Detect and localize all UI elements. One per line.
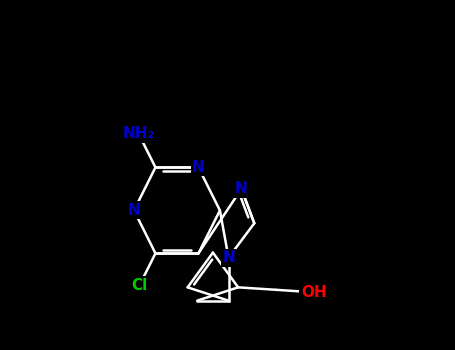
Text: NH₂: NH₂ bbox=[122, 126, 155, 141]
Text: N: N bbox=[127, 203, 140, 218]
Text: N: N bbox=[235, 181, 248, 196]
Text: N: N bbox=[222, 250, 235, 265]
Text: N: N bbox=[192, 160, 205, 175]
Text: Cl: Cl bbox=[131, 278, 148, 293]
Text: OH: OH bbox=[301, 285, 327, 300]
